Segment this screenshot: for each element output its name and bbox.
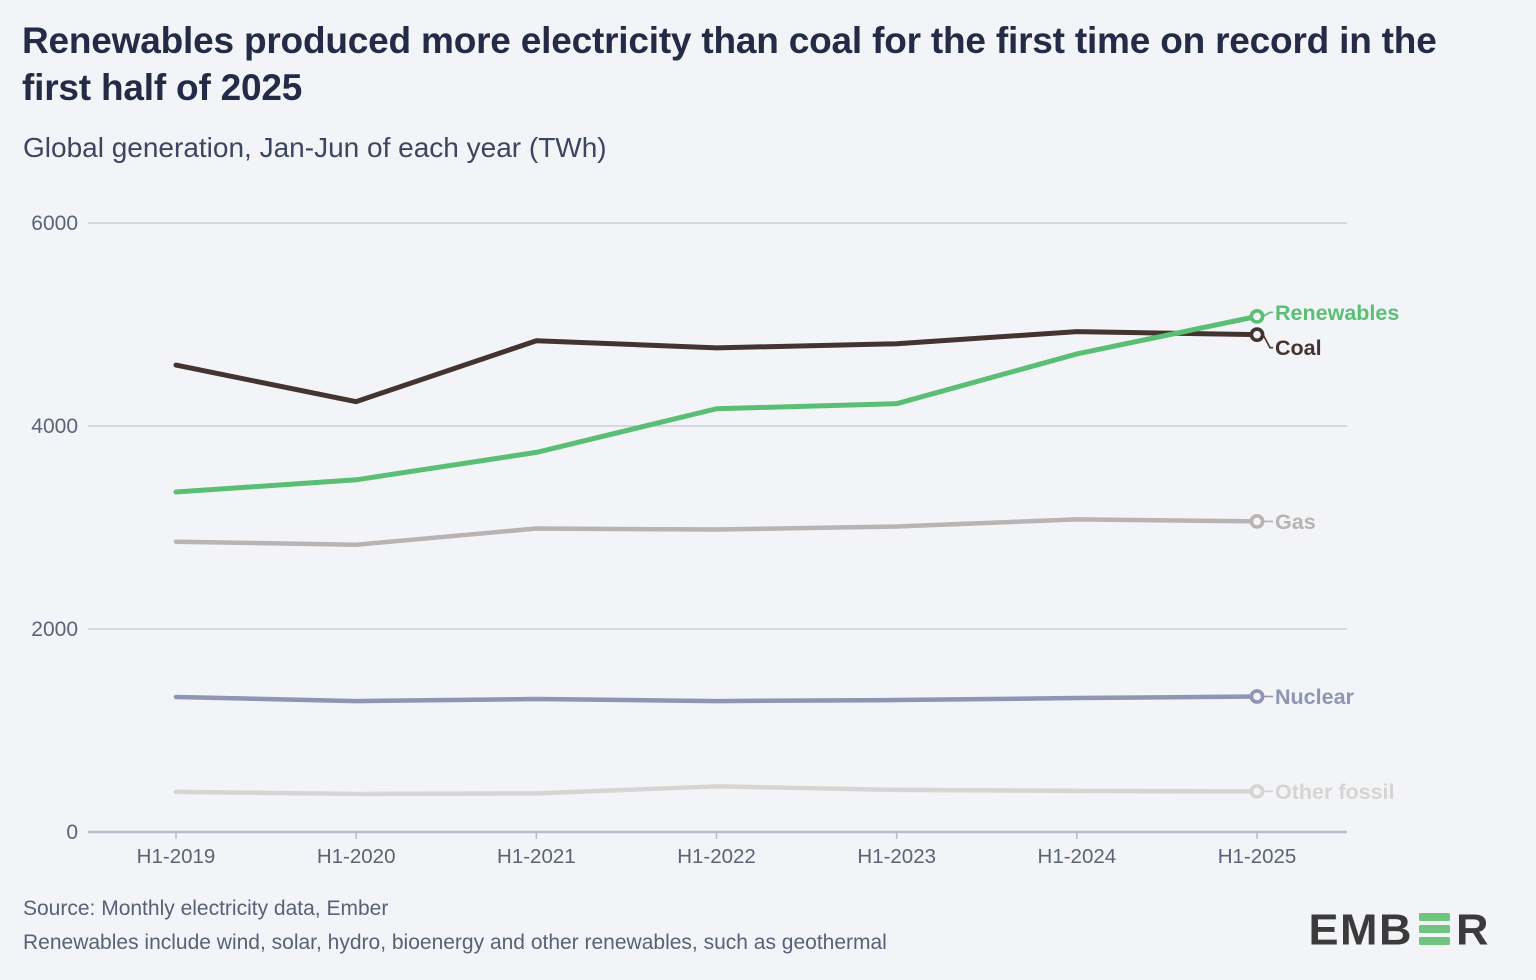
ember-logo-e-bars-icon [1419,913,1450,945]
renewables-definition-note: Renewables include wind, solar, hydro, b… [23,931,887,955]
x-tick-label-h1-2020: H1-2020 [317,845,396,868]
series-line-gas [173,517,1260,548]
y-tick-label-6000: 6000 [31,212,78,235]
y-tick-label-2000: 2000 [31,618,78,641]
ember-logo: EMB R [1309,903,1491,955]
ember-logo-text-suffix: R [1456,904,1490,954]
endpoint-marker-other-fossil [1249,784,1265,799]
y-tick-label-4000: 4000 [31,415,78,438]
chart-footer: Source: Monthly electricity data, Ember … [23,892,1123,960]
endpoint-marker-coal [1249,327,1265,343]
series-end-label-gas: Gas [1275,510,1316,534]
end-connector-renewables [1262,311,1274,318]
chart-subtitle: Global generation, Jan-Jun of each year … [23,132,607,163]
x-tick-label-h1-2023: H1-2023 [857,845,936,868]
chart-title: Renewables produced more electricity tha… [22,20,1437,108]
series-line-renewables [173,313,1260,495]
x-tick-label-h1-2022: H1-2022 [677,845,756,868]
end-connector-coal [1262,334,1274,349]
logo-bar [1419,925,1450,933]
y-tick-label-0: 0 [66,821,78,844]
ember-logo-text-prefix: EMB [1308,904,1413,954]
logo-bar [1419,913,1450,921]
series-line-coal [173,329,1260,405]
endpoint-marker-renewables [1249,308,1265,324]
x-tick-label-h1-2025: H1-2025 [1218,845,1297,868]
series-line-nuclear [173,694,1260,704]
series-end-label-nuclear: Nuclear [1275,685,1355,709]
logo-bar [1419,937,1450,945]
series-end-label-other-fossil: Other fossil [1275,780,1394,804]
series-end-label-coal: Coal [1275,336,1322,360]
endpoint-marker-gas [1249,514,1265,529]
series-end-label-renewables: Renewables [1275,301,1399,325]
x-tick-label-h1-2019: H1-2019 [137,845,216,868]
x-tick-label-h1-2024: H1-2024 [1038,845,1117,868]
x-tick-label-h1-2021: H1-2021 [497,845,576,868]
source-note: Source: Monthly electricity data, Ember [23,897,389,920]
series-line-other-fossil [173,784,1260,797]
endpoint-marker-nuclear [1249,689,1265,704]
